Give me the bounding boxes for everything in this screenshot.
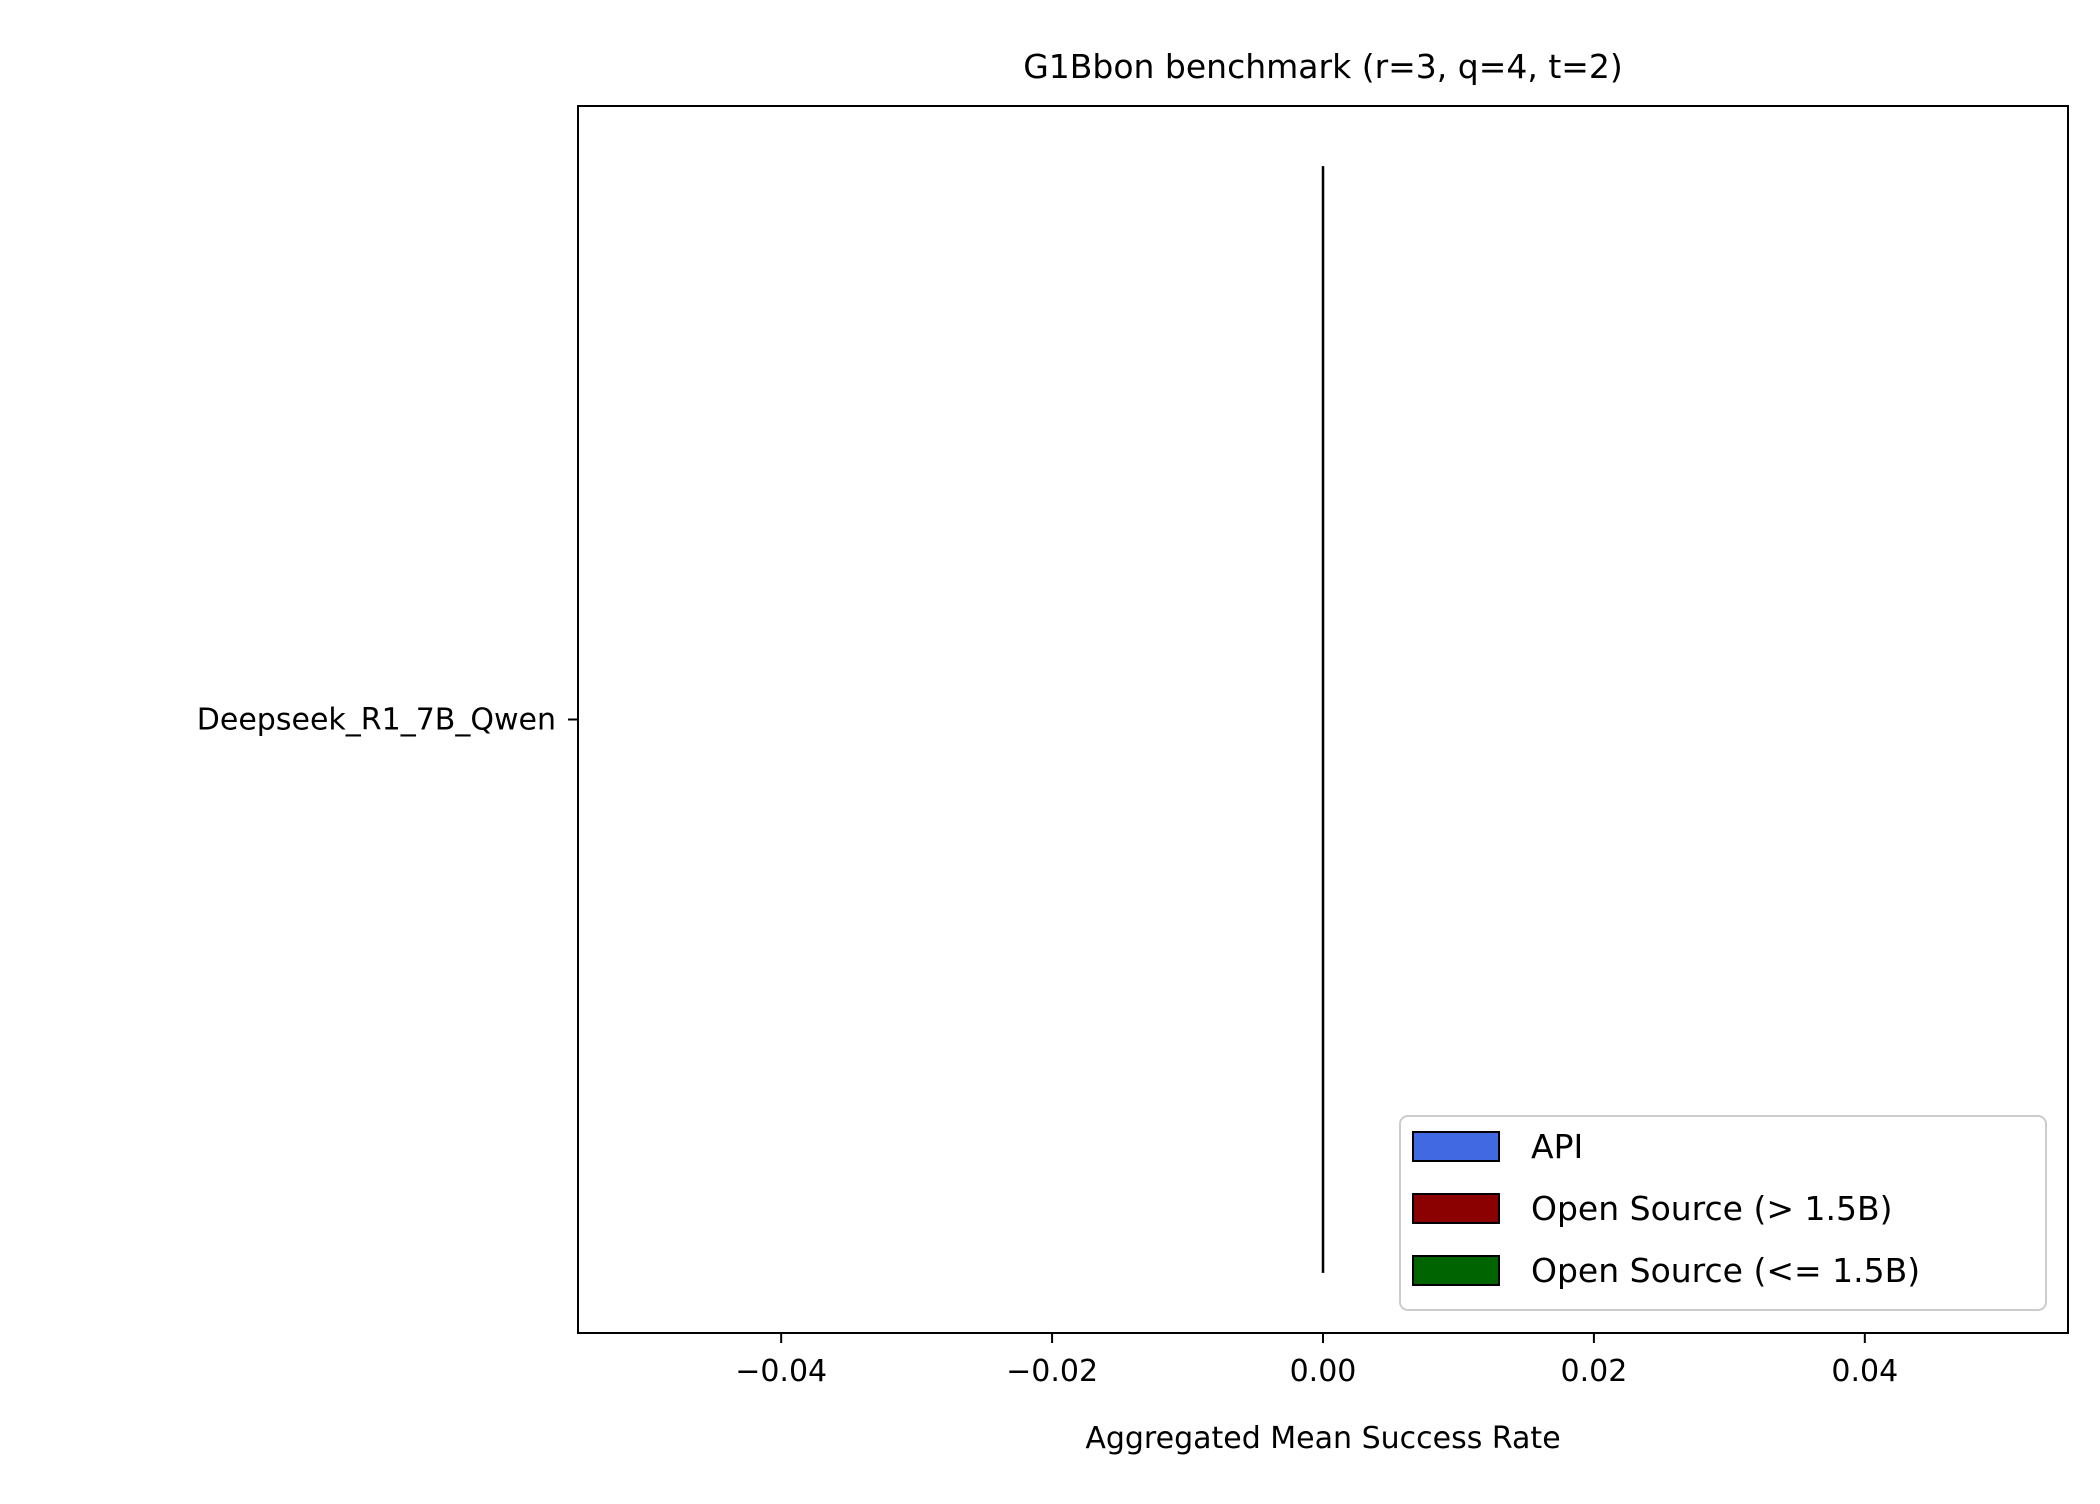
y-axis-ticks: Deepseek_R1_7B_Qwen bbox=[197, 703, 578, 738]
x-tick-label: 0.02 bbox=[1561, 1354, 1628, 1389]
legend-swatch bbox=[1413, 1194, 1499, 1223]
x-tick-label: 0.04 bbox=[1831, 1354, 1898, 1389]
legend: API Open Source (> 1.5B) Open Source (<= 1… bbox=[1400, 1116, 2046, 1310]
legend-swatch bbox=[1413, 1256, 1499, 1285]
legend-label: Open Source (> 1.5B) bbox=[1531, 1189, 1892, 1228]
x-tick-label: −0.02 bbox=[1006, 1354, 1098, 1389]
x-axis-label: Aggregated Mean Success Rate bbox=[1085, 1421, 1560, 1456]
legend-label: API bbox=[1531, 1127, 1583, 1166]
x-tick-label: 0.00 bbox=[1290, 1354, 1357, 1389]
legend-swatch bbox=[1413, 1132, 1499, 1161]
x-axis-ticks: −0.04 −0.02 0.00 0.02 0.04 bbox=[735, 1333, 1898, 1389]
legend-label: Open Source (<= 1.5B) bbox=[1531, 1251, 1920, 1290]
chart-title: G1Bbon benchmark (r=3, q=4, t=2) bbox=[1023, 47, 1623, 86]
y-tick-label: Deepseek_R1_7B_Qwen bbox=[197, 703, 556, 738]
x-tick-label: −0.04 bbox=[735, 1354, 827, 1389]
